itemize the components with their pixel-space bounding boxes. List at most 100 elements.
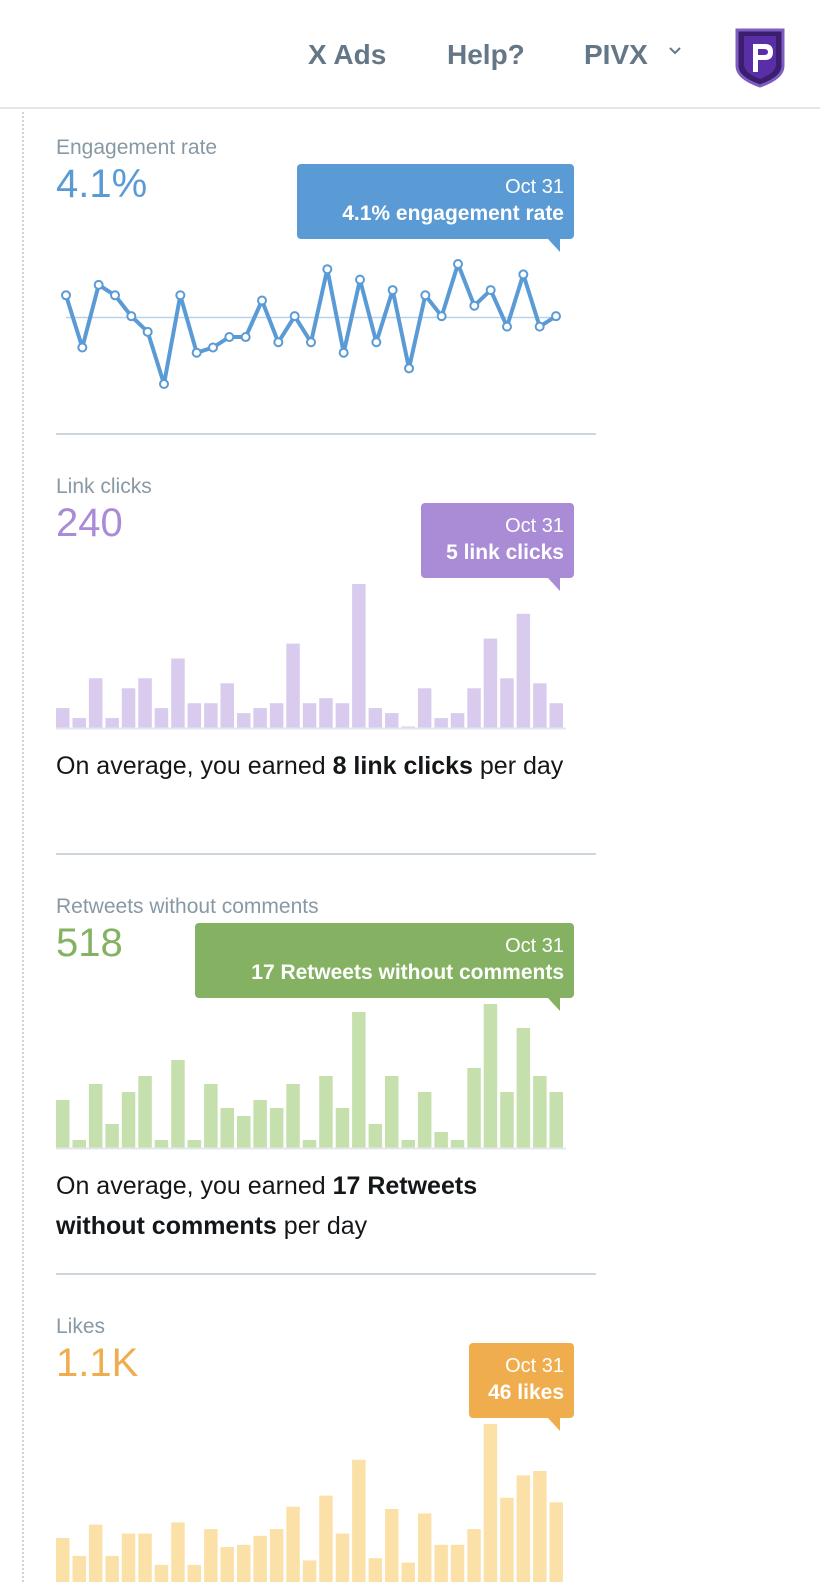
- chart-bar: [171, 658, 185, 728]
- data-point: [306, 337, 316, 348]
- chart-bar: [138, 678, 152, 728]
- chart-bar: [500, 1497, 514, 1582]
- chart-bar: [286, 1506, 300, 1582]
- chart-bar: [237, 713, 251, 728]
- likes-bar-chart: [56, 1424, 563, 1582]
- chart-bar: [88, 1524, 103, 1582]
- chart-bar: [401, 1140, 415, 1148]
- retweets-section: Retweets without comments 518 Oct 31 17 …: [56, 895, 596, 1277]
- chart-bar: [385, 1509, 399, 1582]
- chart-bar: [533, 1471, 547, 1582]
- engagement-rate-section: Engagement rate 4.1% Oct 31 4.1% engagem…: [56, 136, 596, 436]
- tooltip-value: 4.1% engagement rate: [342, 202, 564, 225]
- tooltip-value: 17 Retweets without comments: [251, 961, 564, 984]
- top-navigation-bar: X Ads Help? PIVX: [0, 0, 820, 109]
- chart-bar: [187, 1564, 202, 1582]
- chart-bar: [56, 1538, 70, 1582]
- chart-bar: [385, 1076, 399, 1148]
- retweets-title: Retweets without comments: [56, 895, 319, 918]
- chart-bar: [105, 1124, 119, 1148]
- help-link[interactable]: Help?: [447, 39, 525, 70]
- chart-bar: [88, 678, 103, 728]
- chart-bar: [500, 678, 514, 728]
- chart-bar: [253, 708, 267, 728]
- chart-bar: [385, 713, 399, 728]
- data-point: [142, 326, 153, 337]
- data-point: [551, 311, 561, 322]
- chart-bar: [187, 703, 202, 728]
- chart-bar: [121, 688, 136, 728]
- likes-title: Likes: [56, 1315, 106, 1338]
- data-point: [322, 264, 333, 275]
- chart-bar: [450, 1140, 465, 1148]
- data-point: [175, 290, 186, 301]
- likes-section: Likes 1.1K Oct 31 46 likes: [56, 1315, 596, 1582]
- pivx-avatar-icon[interactable]: [733, 26, 787, 88]
- chart-bar: [401, 726, 415, 728]
- chart-bar: [500, 1092, 514, 1148]
- chart-bar: [368, 1124, 383, 1148]
- data-point: [387, 285, 398, 296]
- data-point: [159, 379, 169, 389]
- data-point: [257, 295, 267, 306]
- engagement-tooltip: Oct 31 4.1% engagement rate: [297, 164, 574, 252]
- chart-bar: [483, 638, 498, 728]
- chart-bar: [434, 1132, 448, 1148]
- chart-bar: [319, 1076, 333, 1148]
- chart-bar: [220, 683, 234, 728]
- engagement-line-chart: [61, 259, 561, 389]
- chart-bar: [352, 584, 366, 728]
- chart-bar: [467, 1529, 481, 1582]
- data-point: [518, 269, 529, 280]
- chart-bar: [204, 703, 218, 728]
- chart-bar: [171, 1522, 185, 1582]
- chart-bar: [533, 1076, 547, 1148]
- tooltip-pointer: [548, 578, 560, 591]
- engagement-rate-title: Engagement rate: [56, 136, 218, 159]
- chevron-down-icon[interactable]: [668, 46, 682, 56]
- chart-bar: [352, 1459, 366, 1582]
- section-divider: [56, 1273, 596, 1275]
- chart-bar: [302, 1560, 317, 1582]
- chart-bar: [549, 703, 563, 728]
- chart-bar: [56, 708, 70, 728]
- section-divider: [56, 853, 596, 855]
- chart-bar: [253, 1535, 267, 1582]
- timeline-dotted-line: [22, 112, 24, 1582]
- data-point: [453, 259, 463, 269]
- data-point: [191, 347, 202, 358]
- chart-bar: [335, 1108, 350, 1148]
- account-menu[interactable]: PIVX: [584, 39, 648, 70]
- link-clicks-bar-chart: [56, 584, 566, 730]
- chart-bar: [56, 1100, 70, 1148]
- chart-bar: [417, 1092, 432, 1148]
- avg-suffix: per day: [276, 1212, 368, 1240]
- data-point: [208, 342, 218, 353]
- chart-bar: [154, 1140, 169, 1148]
- chart-bar: [335, 703, 350, 728]
- chart-bar: [549, 1502, 563, 1582]
- data-point: [502, 321, 512, 332]
- tooltip-date: Oct 31: [505, 1355, 564, 1377]
- retweets-tooltip: Oct 31 17 Retweets without comments: [195, 923, 574, 1011]
- x-ads-link[interactable]: X Ads: [308, 39, 387, 70]
- chart-bar: [483, 1424, 498, 1582]
- chart-bar: [368, 1558, 383, 1582]
- chart-bar: [516, 1028, 531, 1148]
- chart-bar: [483, 1004, 498, 1148]
- chart-bar: [434, 1544, 448, 1582]
- chart-bar: [204, 1529, 218, 1582]
- link-clicks-value: 240: [56, 501, 123, 545]
- tooltip-date: Oct 31: [505, 176, 564, 198]
- data-point: [469, 300, 480, 311]
- data-point: [355, 274, 365, 285]
- chart-bar: [88, 1084, 103, 1148]
- chart-bar: [302, 1140, 317, 1148]
- chart-bar: [138, 1076, 152, 1148]
- chart-bar: [154, 1564, 169, 1582]
- chart-bar: [434, 718, 448, 728]
- chart-bar: [467, 1068, 481, 1148]
- chart-bar: [237, 1116, 251, 1148]
- tooltip-pointer: [548, 1418, 560, 1431]
- chart-bar: [516, 1475, 531, 1582]
